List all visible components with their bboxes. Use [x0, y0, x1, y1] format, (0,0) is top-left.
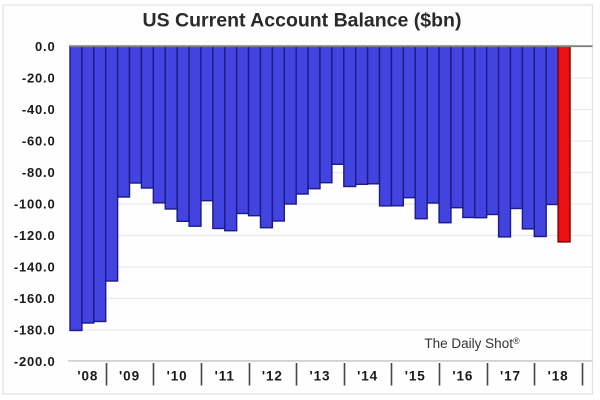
svg-text:-140.0: -140.0 [14, 260, 56, 275]
svg-text:'14: '14 [357, 369, 378, 384]
svg-text:US Current Account Balance ($b: US Current Account Balance ($bn) [143, 10, 462, 32]
svg-text:'13: '13 [310, 369, 331, 384]
svg-text:0.0: 0.0 [35, 39, 55, 54]
svg-text:-80.0: -80.0 [22, 165, 56, 180]
svg-text:'10: '10 [167, 369, 188, 384]
svg-text:-40.0: -40.0 [22, 102, 56, 117]
svg-text:-120.0: -120.0 [14, 228, 56, 243]
svg-text:'08: '08 [77, 369, 98, 384]
svg-text:'11: '11 [215, 369, 235, 384]
svg-text:'18: '18 [548, 369, 569, 384]
svg-text:-180.0: -180.0 [14, 323, 56, 338]
svg-text:'09: '09 [119, 369, 140, 384]
svg-text:'16: '16 [452, 369, 473, 384]
svg-text:'15: '15 [405, 369, 426, 384]
svg-text:'12: '12 [262, 369, 283, 384]
svg-text:'17: '17 [500, 369, 521, 384]
svg-text:The Daily Shot®: The Daily Shot® [424, 336, 520, 351]
svg-text:-160.0: -160.0 [14, 291, 56, 306]
svg-text:-20.0: -20.0 [22, 71, 56, 86]
svg-text:-200.0: -200.0 [14, 354, 56, 369]
svg-text:-100.0: -100.0 [14, 197, 56, 212]
svg-text:-60.0: -60.0 [22, 134, 56, 149]
